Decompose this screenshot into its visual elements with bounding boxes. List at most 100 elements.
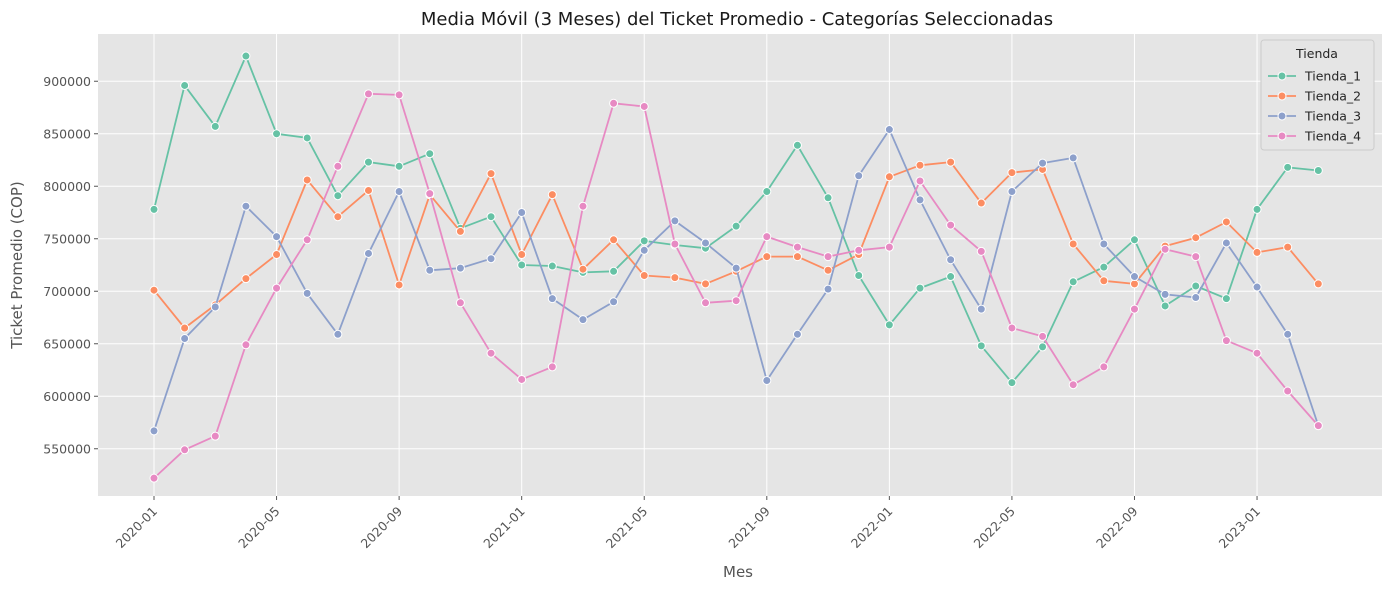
legend-entry: Tienda_2 [1268, 89, 1361, 104]
legend: Tienda Tienda_1 Tienda_2 Tienda_3 Tienda_4 [1260, 39, 1375, 151]
x-tick-label: 2023-01 [1216, 504, 1264, 552]
data-point [823, 265, 833, 275]
data-point [1068, 239, 1078, 249]
data-point [1129, 272, 1139, 282]
data-point [1129, 279, 1139, 289]
data-point [425, 265, 435, 275]
data-point [884, 125, 894, 135]
legend-marker [1277, 111, 1287, 121]
data-point [670, 273, 680, 283]
data-point [946, 272, 956, 282]
data-point [1007, 168, 1017, 178]
data-point [302, 235, 312, 245]
series-tienda_3 [149, 125, 1323, 436]
data-point [1252, 282, 1262, 292]
y-tick-label: 650000 [43, 336, 91, 351]
legend-label: Tienda_1 [1304, 69, 1361, 84]
data-point [609, 297, 619, 307]
plot-background [98, 34, 1382, 496]
data-point [578, 315, 588, 325]
data-point [1252, 247, 1262, 257]
data-point [670, 239, 680, 249]
data-point [915, 176, 925, 186]
data-point [1160, 244, 1170, 254]
y-tick-label: 700000 [43, 284, 91, 299]
data-point [1068, 153, 1078, 163]
data-point [1099, 262, 1109, 272]
data-point [1129, 304, 1139, 314]
y-tick-labels: 550000 600000 650000 700000 750000 800000 8500… [43, 74, 98, 456]
data-point [272, 250, 282, 259]
data-point [1099, 362, 1109, 372]
data-point [823, 284, 833, 294]
data-point [394, 280, 404, 290]
data-point [333, 161, 343, 171]
data-point [363, 157, 373, 167]
data-point [1283, 329, 1293, 339]
y-tick-label: 850000 [43, 126, 91, 141]
data-point [701, 238, 711, 248]
y-tick-label: 600000 [43, 389, 91, 404]
data-point [946, 157, 956, 167]
data-point [486, 254, 496, 264]
data-point [1252, 204, 1262, 214]
data-point [1313, 279, 1323, 289]
data-point [854, 171, 864, 181]
data-point [394, 90, 404, 100]
data-point [1191, 252, 1201, 262]
legend-title: Tienda [1295, 46, 1338, 61]
legend-label: Tienda_3 [1304, 109, 1361, 124]
data-point [946, 255, 956, 265]
data-point [455, 263, 465, 273]
legend-label: Tienda_2 [1304, 89, 1361, 104]
data-point [180, 445, 190, 455]
data-point [425, 149, 435, 159]
data-point [976, 304, 986, 314]
data-point [425, 189, 435, 199]
data-point [731, 221, 741, 231]
data-point [302, 175, 312, 185]
legend-entry: Tienda_1 [1268, 69, 1361, 84]
x-tick-label: 2021-01 [480, 504, 528, 552]
data-point [792, 242, 802, 252]
data-point [302, 133, 312, 143]
data-point [333, 212, 343, 222]
data-point [578, 264, 588, 274]
data-point [976, 198, 986, 208]
data-point [1068, 277, 1078, 287]
data-point [547, 362, 557, 372]
data-point [670, 216, 680, 226]
data-point [149, 426, 159, 436]
data-point [517, 374, 527, 384]
data-point [915, 195, 925, 205]
data-point [333, 191, 343, 201]
data-point [210, 121, 220, 131]
data-point [1068, 380, 1078, 390]
data-point [272, 283, 282, 293]
data-point [701, 279, 711, 289]
data-point [1007, 323, 1017, 333]
data-point [241, 201, 251, 211]
legend-box [1260, 39, 1375, 151]
x-tick-label: 2020-01 [113, 504, 161, 552]
data-point [731, 263, 741, 273]
data-point [272, 129, 282, 139]
data-point [302, 288, 312, 298]
data-point [363, 89, 373, 99]
data-point [547, 261, 557, 271]
data-point [241, 274, 251, 284]
data-point [180, 323, 190, 333]
data-point [1160, 289, 1170, 299]
data-point [517, 208, 527, 217]
data-point [394, 187, 404, 196]
data-point [1283, 242, 1293, 252]
data-point [792, 252, 802, 262]
data-point [180, 334, 190, 343]
data-point [823, 193, 833, 203]
data-point [149, 473, 159, 483]
x-tick-label: 2022-01 [848, 504, 896, 552]
data-point [241, 51, 251, 61]
data-point [1221, 238, 1231, 248]
legend-entry: Tienda_3 [1268, 109, 1361, 124]
